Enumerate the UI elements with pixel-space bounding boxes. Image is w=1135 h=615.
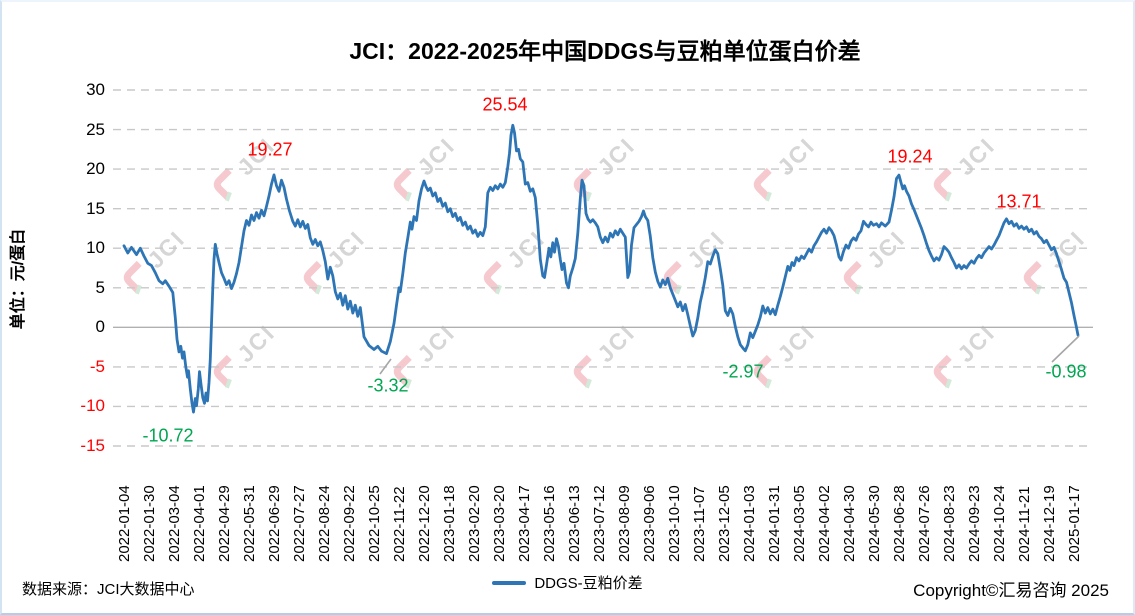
annotation-19.27: 19.27 [247,139,293,160]
x-tick-label: 2023-06-13 [566,485,583,562]
x-tick-label: 2022-07-27 [291,485,308,562]
x-tick-label: 2025-01-17 [1066,485,1083,562]
x-tick-label: 2024-04-02 [816,485,833,562]
x-tick-label: 2024-11-21 [1016,486,1033,562]
annotation--2.97: -2.97 [722,361,764,382]
x-tick-label: 2022-09-22 [341,485,358,562]
y-tick-label: -10 [80,396,105,416]
x-tick-label: 2023-03-20 [491,485,508,562]
x-tick-label: 2022-03-04 [166,485,183,562]
y-tick-label: 30 [86,80,105,99]
x-tick-label: 2024-09-23 [966,485,983,562]
annotation-19.24: 19.24 [887,146,933,167]
annotation-leader-line [1051,335,1080,363]
x-tick-label: 2022-12-20 [416,485,433,562]
x-tick-label: 2023-12-05 [716,485,733,562]
x-tick-label: 2023-02-20 [466,485,483,562]
x-tick-label: 2024-04-30 [841,485,858,562]
x-tick-label: 2023-11-07 [691,486,708,562]
x-tick-label: 2024-12-19 [1041,485,1058,562]
annotation-leader-line [379,358,392,375]
x-tick-label: 2022-11-22 [391,486,408,562]
x-tick-label: 2024-03-05 [791,485,808,562]
legend-label: DDGS-豆粕价差 [534,575,643,592]
annotation--3.32: -3.32 [367,375,409,396]
y-tick-label: -5 [89,356,105,376]
x-tick-label: 2024-07-26 [916,485,933,562]
x-tick-label: 2024-10-24 [991,485,1008,562]
y-tick-label: 5 [95,277,105,297]
x-tick-label: 2022-06-29 [266,485,283,562]
x-tick-label: 2023-04-17 [516,485,533,562]
y-tick-label: 15 [86,198,105,218]
annotation-13.71: 13.71 [996,191,1042,212]
x-tick-label: 2022-04-01 [191,485,208,562]
x-tick-label: 2022-05-31 [241,485,258,562]
annotation--0.98: -0.98 [1045,361,1087,382]
y-tick-label: 20 [86,159,105,179]
legend-line-swatch [492,580,527,585]
x-tick-label: 2023-07-12 [591,485,608,562]
y-tick-label: 0 [95,317,105,337]
x-tick-label: 2022-01-04 [116,485,133,562]
x-tick-label: 2024-06-28 [891,485,908,562]
x-tick-label: 2024-05-30 [866,485,883,562]
chart-title: JCI：2022-2025年中国DDGS与豆粕单位蛋白价差 [349,38,861,64]
x-tick-label: 2024-08-23 [941,485,958,562]
y-tick-label: -15 [80,436,105,455]
x-tick-label: 2024-01-03 [741,485,758,562]
x-tick-label: 2023-08-09 [616,485,633,562]
x-tick-label: 2022-01-30 [141,485,158,562]
annotation--10.72: -10.72 [142,425,194,446]
annotation-25.54: 25.54 [482,94,528,115]
copyright-text: Copyright©汇易咨询 2025 [913,581,1109,600]
legend: DDGS-豆粕价差 [2,572,1133,593]
x-tick-label: 2024-01-31 [766,485,783,562]
x-tick-label: 2023-05-16 [541,485,558,562]
x-tick-label: 2022-10-25 [366,485,383,562]
y-tick-label: 10 [86,238,105,258]
x-tick-label: 2023-09-06 [641,485,658,562]
x-tick-label: 2022-04-29 [216,485,233,562]
x-tick-label: 2023-10-10 [666,485,683,562]
x-tick-label: 2022-08-24 [316,485,333,562]
series-line-ddgs-soymeal-spread [122,123,1080,414]
y-tick-label: 25 [86,119,105,139]
x-tick-label: 2023-01-18 [441,485,458,562]
data-source-text: 数据来源：JCI大数据中心 [22,581,195,598]
